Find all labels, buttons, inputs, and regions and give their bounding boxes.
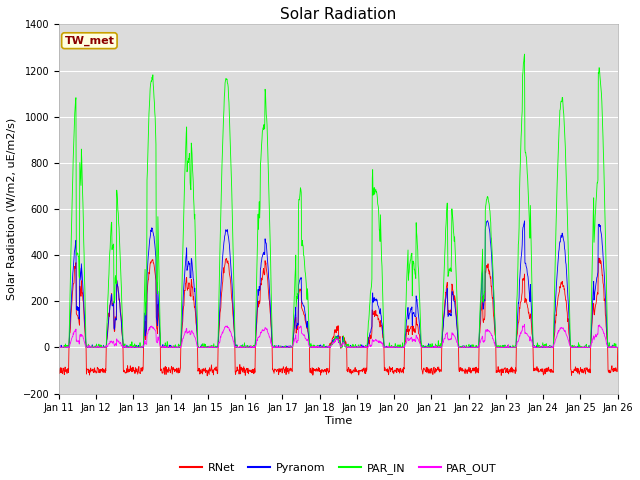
Title: Solar Radiation: Solar Radiation <box>280 7 396 22</box>
PAR_OUT <box>614 345 621 350</box>
Pyranom <box>499 345 506 350</box>
PAR_OUT <box>548 345 556 350</box>
PAR_IN <box>614 345 621 350</box>
PAR_IN <box>521 51 529 57</box>
RNet <box>204 373 211 379</box>
Pyranom <box>242 345 250 350</box>
PAR_OUT <box>499 345 506 350</box>
Pyranom <box>179 297 187 303</box>
RNet <box>166 368 173 373</box>
RNet <box>548 368 556 374</box>
PAR_OUT <box>426 345 433 350</box>
X-axis label: Time: Time <box>324 416 352 426</box>
PAR_IN <box>179 237 187 242</box>
Pyranom <box>484 218 492 224</box>
Y-axis label: Solar Radiation (W/m2, uE/m2/s): Solar Radiation (W/m2, uE/m2/s) <box>7 118 17 300</box>
PAR_OUT <box>166 345 174 350</box>
RNet <box>614 345 621 350</box>
Pyranom <box>548 345 556 350</box>
Line: RNet: RNet <box>59 258 618 376</box>
Pyranom <box>425 342 433 348</box>
PAR_OUT <box>521 322 529 327</box>
PAR_OUT <box>180 334 188 340</box>
Pyranom <box>166 342 173 348</box>
RNet <box>55 369 63 374</box>
RNet <box>499 369 506 375</box>
Pyranom <box>55 345 63 350</box>
RNet <box>179 309 187 314</box>
Line: PAR_OUT: PAR_OUT <box>59 324 618 348</box>
Pyranom <box>614 345 621 350</box>
PAR_OUT <box>242 344 250 349</box>
PAR_OUT <box>55 344 63 350</box>
Line: PAR_IN: PAR_IN <box>59 54 618 348</box>
PAR_IN <box>498 343 506 348</box>
Line: Pyranom: Pyranom <box>59 221 618 348</box>
PAR_IN <box>55 345 63 350</box>
Text: TW_met: TW_met <box>65 36 115 46</box>
Legend: RNet, Pyranom, PAR_IN, PAR_OUT: RNet, Pyranom, PAR_IN, PAR_OUT <box>175 458 501 478</box>
PAR_IN <box>548 345 556 350</box>
PAR_OUT <box>56 345 63 350</box>
PAR_IN <box>425 344 433 350</box>
RNet <box>426 370 433 376</box>
PAR_IN <box>242 345 250 350</box>
PAR_IN <box>166 345 173 350</box>
RNet <box>242 367 250 372</box>
RNet <box>595 255 602 261</box>
